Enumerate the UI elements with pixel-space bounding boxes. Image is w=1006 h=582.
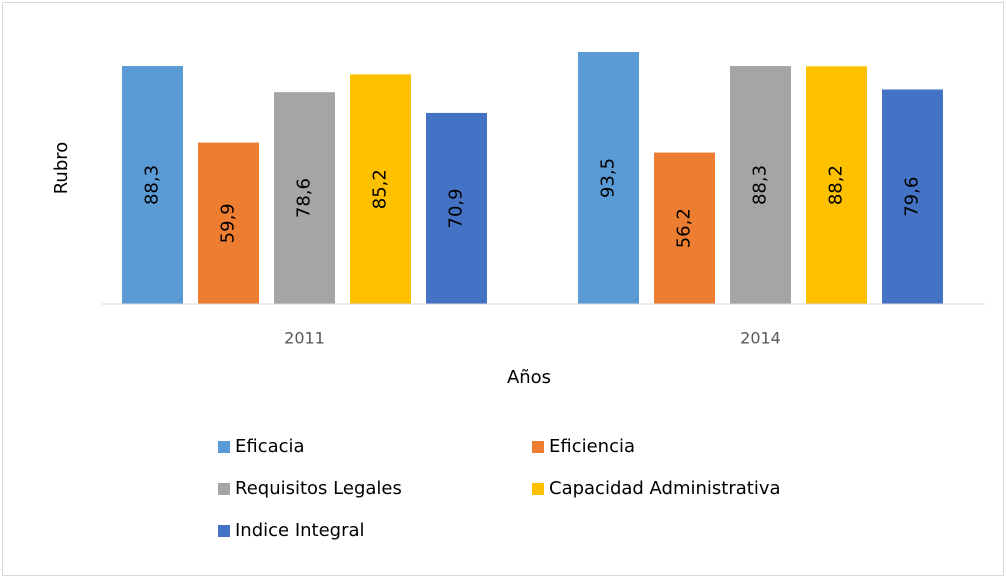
bar — [654, 152, 715, 304]
data-label: 88,3 — [750, 165, 771, 205]
legend-swatch — [218, 525, 230, 537]
bar — [882, 89, 943, 304]
legend-label: Requisitos Legales — [235, 478, 402, 499]
data-label: 59,9 — [218, 203, 239, 243]
bar — [730, 66, 791, 305]
bar — [350, 74, 411, 304]
y-axis-label: Rubro — [51, 142, 72, 195]
legend-swatch — [218, 441, 230, 453]
data-label: 70,9 — [446, 188, 467, 228]
data-label: 93,5 — [598, 158, 619, 198]
data-label: 78,6 — [294, 178, 315, 218]
data-label: 79,6 — [902, 177, 923, 217]
data-label: 56,2 — [674, 208, 695, 248]
legend-swatch — [218, 483, 230, 495]
bar — [426, 112, 487, 304]
legend-swatch — [532, 441, 544, 453]
legend-label: Indice Integral — [235, 520, 365, 541]
data-label: 85,2 — [370, 169, 391, 209]
x-tick-label: 2014 — [740, 329, 781, 348]
data-label: 88,2 — [826, 165, 847, 205]
legend-label: Eficiencia — [549, 436, 635, 457]
bar — [806, 66, 867, 305]
bar — [274, 92, 335, 304]
legend-label: Eficacia — [235, 436, 305, 457]
x-axis-label: Años — [507, 367, 551, 388]
legend-label: Capacidad Administrativa — [549, 478, 781, 499]
bar — [198, 142, 259, 304]
bar — [122, 66, 183, 305]
data-label: 88,3 — [142, 165, 163, 205]
legend-swatch — [532, 483, 544, 495]
x-tick-label: 2011 — [284, 329, 325, 348]
bar — [578, 52, 639, 304]
